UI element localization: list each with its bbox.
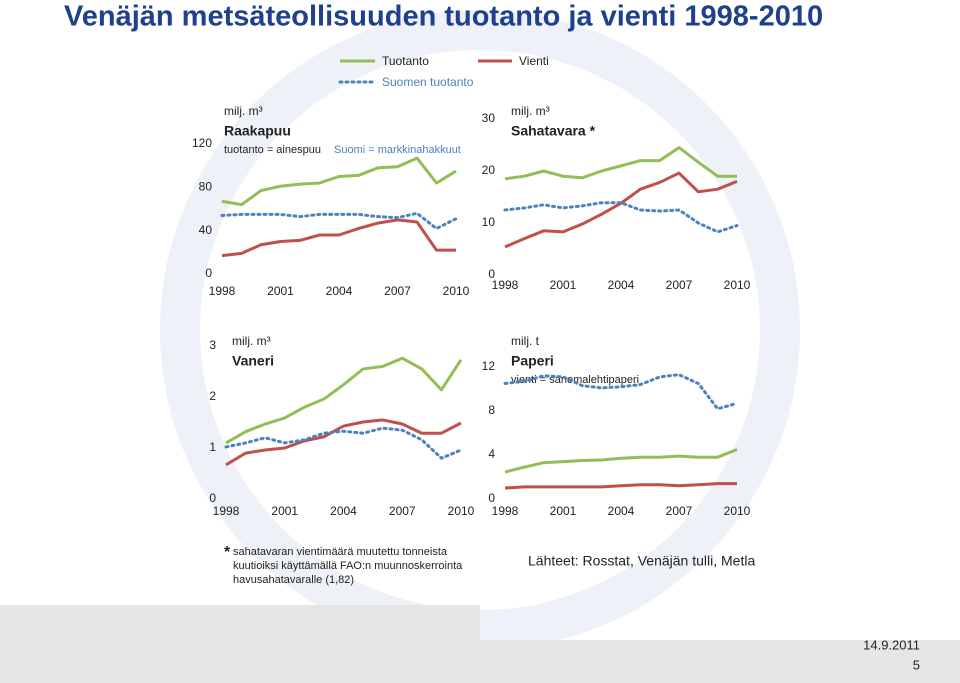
y-tick-label: 12 [482, 359, 496, 373]
y-tick-label: 1 [209, 440, 216, 454]
series-line [504, 482, 737, 490]
chart-subtitle: tuotanto = ainespuu [224, 144, 321, 156]
footnote: sahatavaran vientimäärä muutettu tonneis… [233, 546, 448, 558]
y-tick-label: 0 [488, 491, 495, 505]
x-tick-label: 2004 [608, 504, 635, 518]
y-tick-label: 120 [192, 136, 212, 150]
footnote: havusahatavaralle (1,82) [233, 574, 354, 586]
x-tick-label: 2007 [384, 284, 411, 298]
unit-label: milj. m³ [232, 334, 271, 348]
x-tick-label: 2004 [330, 504, 357, 518]
series-line [221, 156, 457, 207]
y-tick-label: 0 [209, 491, 216, 505]
x-tick-label: 2001 [550, 278, 577, 292]
x-tick-label: 2001 [271, 504, 298, 518]
y-tick-label: 2 [209, 389, 216, 403]
series-line [225, 418, 462, 467]
x-tick-label: 1998 [492, 504, 519, 518]
unit-label: milj. m³ [224, 104, 263, 118]
x-tick-label: 2010 [724, 278, 751, 292]
chart-title: Vaneri [232, 353, 274, 369]
series-line [224, 426, 463, 460]
chart-title: Paperi [511, 353, 554, 369]
footnote-mark: * [224, 544, 231, 561]
legend-label: Suomen tuotanto [382, 75, 474, 89]
chart-title: Sahatavara * [511, 123, 596, 139]
y-tick-label: 80 [199, 180, 213, 194]
x-tick-label: 2010 [724, 504, 751, 518]
x-tick-label: 2007 [666, 504, 693, 518]
x-tick-label: 2004 [608, 278, 635, 292]
unit-label: milj. t [511, 334, 540, 348]
sources: Lähteet: Rosstat, Venäjän tulli, Metla [528, 553, 755, 569]
series-line [504, 448, 738, 474]
x-tick-label: 2004 [326, 284, 353, 298]
x-tick-label: 2010 [448, 504, 475, 518]
x-tick-label: 1998 [492, 278, 519, 292]
page-number: 5 [913, 657, 920, 672]
series-line [504, 146, 737, 181]
chart-title: Raakapuu [224, 123, 291, 139]
series-line [220, 211, 458, 230]
y-tick-label: 0 [488, 267, 495, 281]
x-tick-label: 1998 [213, 504, 240, 518]
unit-label: milj. m³ [511, 104, 550, 118]
slide-title: Venäjän metsäteollisuuden tuotanto ja vi… [64, 1, 823, 33]
series-line [225, 356, 463, 445]
x-tick-label: 1998 [209, 284, 236, 298]
y-tick-label: 8 [488, 403, 495, 417]
x-tick-label: 2010 [443, 284, 470, 298]
y-tick-label: 10 [482, 215, 496, 229]
x-tick-label: 2007 [666, 278, 693, 292]
y-tick-label: 4 [488, 447, 495, 461]
series-line [221, 218, 456, 258]
x-tick-label: 2001 [267, 284, 294, 298]
date: 14.9.2011 [863, 637, 920, 652]
legend-label: Vienti [519, 54, 549, 68]
y-tick-label: 20 [482, 163, 496, 177]
y-tick-label: 30 [482, 111, 496, 125]
footer-band [0, 605, 480, 683]
series-line [503, 201, 739, 234]
x-tick-label: 2007 [389, 504, 416, 518]
y-tick-label: 3 [209, 338, 216, 352]
legend-label: Tuotanto [382, 54, 429, 68]
footnote: kuutioiksi käyttämällä FAO:n muunnoskerr… [233, 560, 463, 572]
footer-band [480, 640, 960, 683]
x-tick-label: 2001 [550, 504, 577, 518]
y-tick-label: 40 [199, 223, 213, 237]
y-tick-label: 0 [205, 266, 212, 280]
series-line [503, 373, 739, 411]
chart-note: Suomi = markkinahakkuut [334, 144, 461, 156]
